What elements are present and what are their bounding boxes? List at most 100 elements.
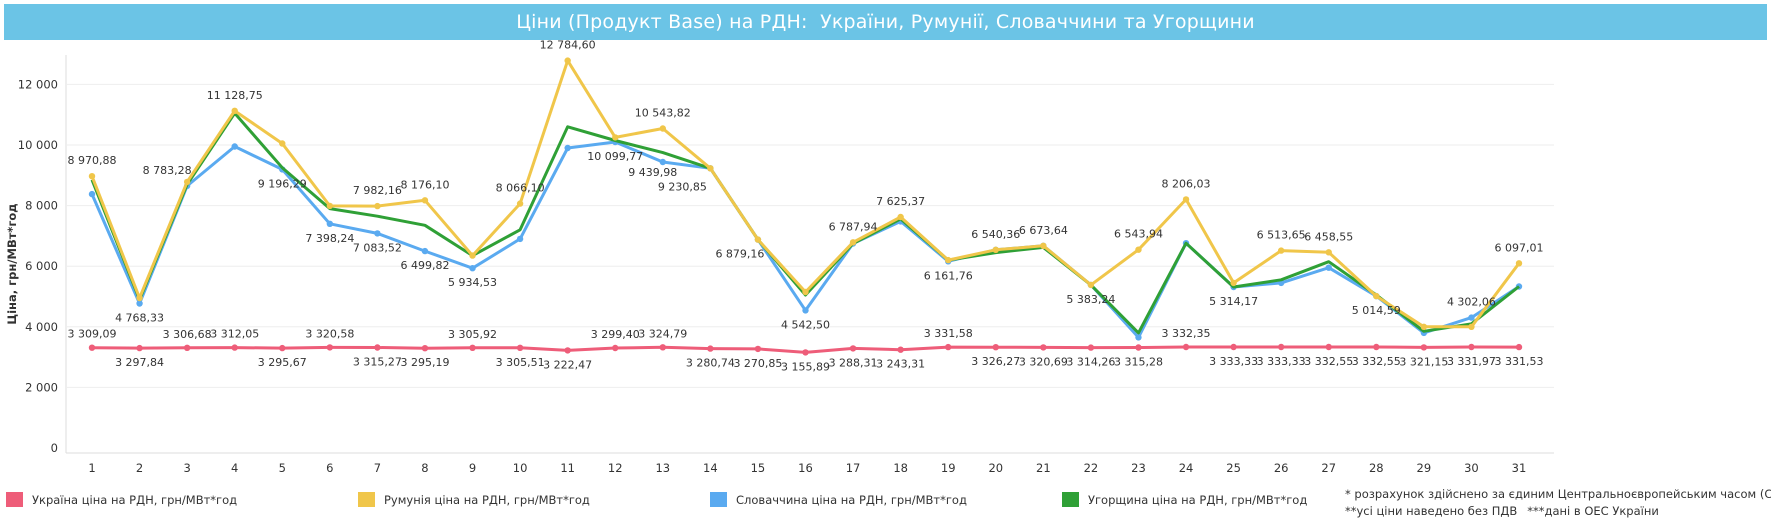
data-point-ukraine: [1420, 344, 1428, 351]
data-label-romania: 6 097,01: [1495, 241, 1544, 254]
x-tick-label: 6: [326, 461, 333, 475]
data-point-slovakia: [1468, 314, 1475, 321]
data-label-slovakia: 5 383,24: [1066, 293, 1115, 306]
data-label-romania: 8 176,10: [400, 178, 449, 191]
data-point-ukraine: [1135, 344, 1142, 351]
data-point-romania: [1325, 249, 1332, 256]
data-label-romania: 6 540,36: [971, 228, 1020, 241]
legend-swatch-ukraine: [6, 492, 23, 507]
data-label-ukraine: 3 297,84: [115, 356, 164, 369]
data-label-romania: 7 625,37: [876, 195, 925, 208]
x-tick-label: 19: [941, 461, 956, 475]
data-label-slovakia: 4 302,06: [1447, 296, 1496, 309]
data-label-ukraine: 3 222,47: [543, 358, 592, 371]
x-tick-label: 26: [1274, 461, 1289, 475]
data-label-ukraine: 3 295,67: [258, 356, 307, 369]
x-tick-label: 14: [703, 461, 718, 475]
legend-item-romania[interactable]: Румунія ціна на РДН, грн/МВт*год: [358, 492, 590, 507]
data-point-ukraine: [326, 344, 334, 351]
data-point-romania: [612, 134, 619, 141]
x-tick-label: 12: [608, 461, 623, 475]
data-label-ukraine: 3 155,89: [781, 360, 830, 373]
data-label-romania: 6 543,94: [1114, 228, 1163, 241]
data-label-ukraine: 3 332,55: [1352, 355, 1401, 368]
data-point-romania: [469, 252, 476, 259]
x-tick-label: 22: [1084, 461, 1099, 475]
data-label-ukraine: 3 243,31: [876, 358, 925, 371]
legend: Україна ціна на РДН, грн/МВт*год Румунія…: [0, 488, 1771, 528]
data-label-romania: 12 784,60: [540, 39, 596, 52]
data-point-slovakia: [136, 300, 143, 307]
data-label-ukraine: 3 306,68: [163, 328, 212, 341]
data-point-ukraine: [612, 344, 619, 352]
y-tick-label: 8 000: [25, 199, 58, 213]
data-label-ukraine: 3 315,27: [353, 356, 402, 369]
x-tick-label: 4: [231, 461, 238, 475]
data-label-ukraine: 3 314,26: [1066, 356, 1115, 369]
data-point-slovakia: [1135, 334, 1142, 341]
data-point-ukraine: [802, 349, 809, 356]
x-tick-label: 11: [560, 461, 575, 475]
data-point-romania: [1468, 323, 1475, 330]
data-label-ukraine: 3 295,19: [400, 356, 449, 369]
data-label-ukraine: 3 288,31: [829, 356, 878, 369]
data-label-ukraine: 3 280,74: [686, 357, 735, 370]
x-tick-label: 1: [88, 461, 95, 475]
x-tick-label: 29: [1417, 461, 1432, 475]
data-point-romania: [279, 140, 286, 147]
y-tick-label: 10 000: [18, 138, 58, 152]
data-label-ukraine: 3 333,33: [1257, 355, 1306, 368]
line-chart: 0 2 000 4 000 6 000 8 000 10 000 12 000 Ціна, г…: [5, 39, 1554, 475]
data-point-ukraine: [1468, 343, 1475, 351]
data-point-ukraine: [1182, 343, 1190, 351]
data-label-slovakia: 5 014,59: [1352, 304, 1401, 317]
note-vat-oes: **усі ціни наведено без ПДВ ***дані в ОЕС…: [1345, 503, 1771, 520]
data-point-ukraine: [945, 343, 952, 351]
data-point-ukraine: [136, 344, 143, 352]
data-point-romania: [1135, 246, 1142, 253]
data-point-slovakia: [88, 190, 96, 198]
data-point-ukraine: [754, 345, 762, 353]
legend-label-hungary: Угорщина ціна на РДН, грн/МВт*год: [1088, 492, 1308, 507]
legend-item-hungary[interactable]: Угорщина ціна на РДН, грн/МВт*год: [1062, 492, 1307, 507]
data-point-ukraine: [992, 344, 999, 351]
data-label-ukraine: 3 331,53: [1495, 355, 1544, 368]
data-point-romania: [802, 288, 809, 296]
data-label-ukraine: 3 326,27: [971, 355, 1020, 368]
chart-title: Ціни (Продукт Base) на РДН: України, Рум…: [516, 11, 1255, 33]
series-line-romania: [90, 59, 1521, 329]
data-point-ukraine: [231, 344, 238, 351]
data-point-ukraine: [421, 345, 429, 352]
data-point-romania: [659, 125, 666, 132]
data-label-romania: 6 673,64: [1019, 224, 1068, 237]
data-point-romania: [421, 197, 429, 204]
x-tick-label: 5: [279, 461, 286, 475]
x-tick-label: 16: [798, 461, 813, 475]
data-point-ukraine: [1040, 344, 1047, 351]
data-point-ukraine: [1515, 343, 1523, 351]
data-point-slovakia: [802, 307, 809, 314]
data-label-ukraine: 3 305,51: [496, 356, 545, 369]
legend-item-slovakia[interactable]: Словаччина ціна на РДН, грн/МВт*год: [710, 492, 967, 507]
y-tick-label: 4 000: [25, 320, 58, 334]
data-label-ukraine: 3 331,58: [924, 327, 973, 340]
data-label-slovakia: 9 439,98: [628, 166, 677, 179]
data-point-romania: [1040, 242, 1047, 249]
data-point-slovakia: [469, 265, 476, 272]
data-point-ukraine: [88, 344, 96, 351]
data-point-romania: [1230, 279, 1237, 287]
data-label-slovakia: 4 542,50: [781, 318, 830, 331]
x-tick-label: 10: [513, 461, 528, 475]
data-point-ukraine: [1325, 343, 1332, 351]
x-tick-label: 3: [183, 461, 190, 475]
data-label-ukraine: 3 309,09: [68, 328, 117, 341]
data-point-romania: [564, 57, 571, 64]
data-point-slovakia: [1325, 264, 1332, 271]
data-label-ukraine: 3 320,69: [1019, 355, 1068, 368]
data-label-slovakia: 6 161,76: [924, 269, 973, 282]
legend-item-ukraine[interactable]: Україна ціна на РДН, грн/МВт*год: [6, 492, 237, 507]
data-point-ukraine: [849, 345, 857, 352]
data-point-romania: [1515, 260, 1523, 267]
data-point-slovakia: [421, 247, 429, 255]
data-point-romania: [1087, 281, 1095, 289]
